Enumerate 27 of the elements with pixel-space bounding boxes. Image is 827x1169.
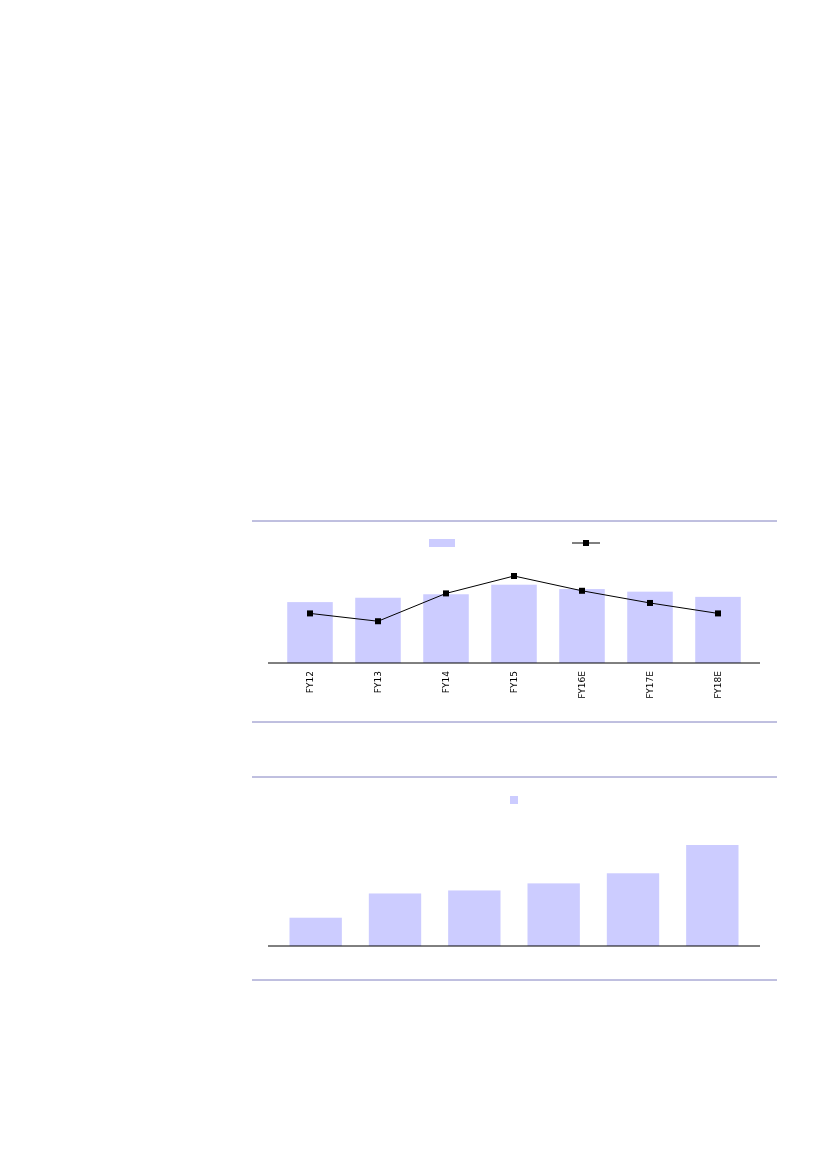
bar bbox=[448, 890, 501, 946]
bar bbox=[355, 597, 401, 663]
point bbox=[375, 618, 381, 625]
bar bbox=[289, 917, 342, 946]
bar bbox=[287, 602, 333, 663]
x-tick-label: FY15 bbox=[509, 671, 519, 694]
point bbox=[511, 573, 517, 579]
point bbox=[579, 587, 585, 594]
bar bbox=[491, 584, 537, 663]
bar bbox=[695, 596, 741, 663]
bar bbox=[368, 893, 422, 946]
x-tick-label: FY12 bbox=[305, 671, 315, 694]
bar bbox=[606, 873, 660, 946]
bar bbox=[627, 591, 673, 663]
x-tick-label: FY17E bbox=[645, 670, 655, 699]
x-tick-label: FY14 bbox=[441, 670, 451, 694]
bar bbox=[423, 594, 469, 663]
x-tick-label: FY18E bbox=[713, 670, 723, 699]
point bbox=[715, 610, 721, 617]
bar bbox=[559, 589, 605, 663]
bar bbox=[686, 845, 739, 946]
x-tick-label: FY16E bbox=[577, 670, 587, 699]
point bbox=[647, 599, 653, 606]
x-tick-label: FY13 bbox=[373, 671, 383, 694]
point bbox=[443, 590, 449, 597]
bar bbox=[527, 883, 580, 946]
point bbox=[307, 610, 313, 617]
